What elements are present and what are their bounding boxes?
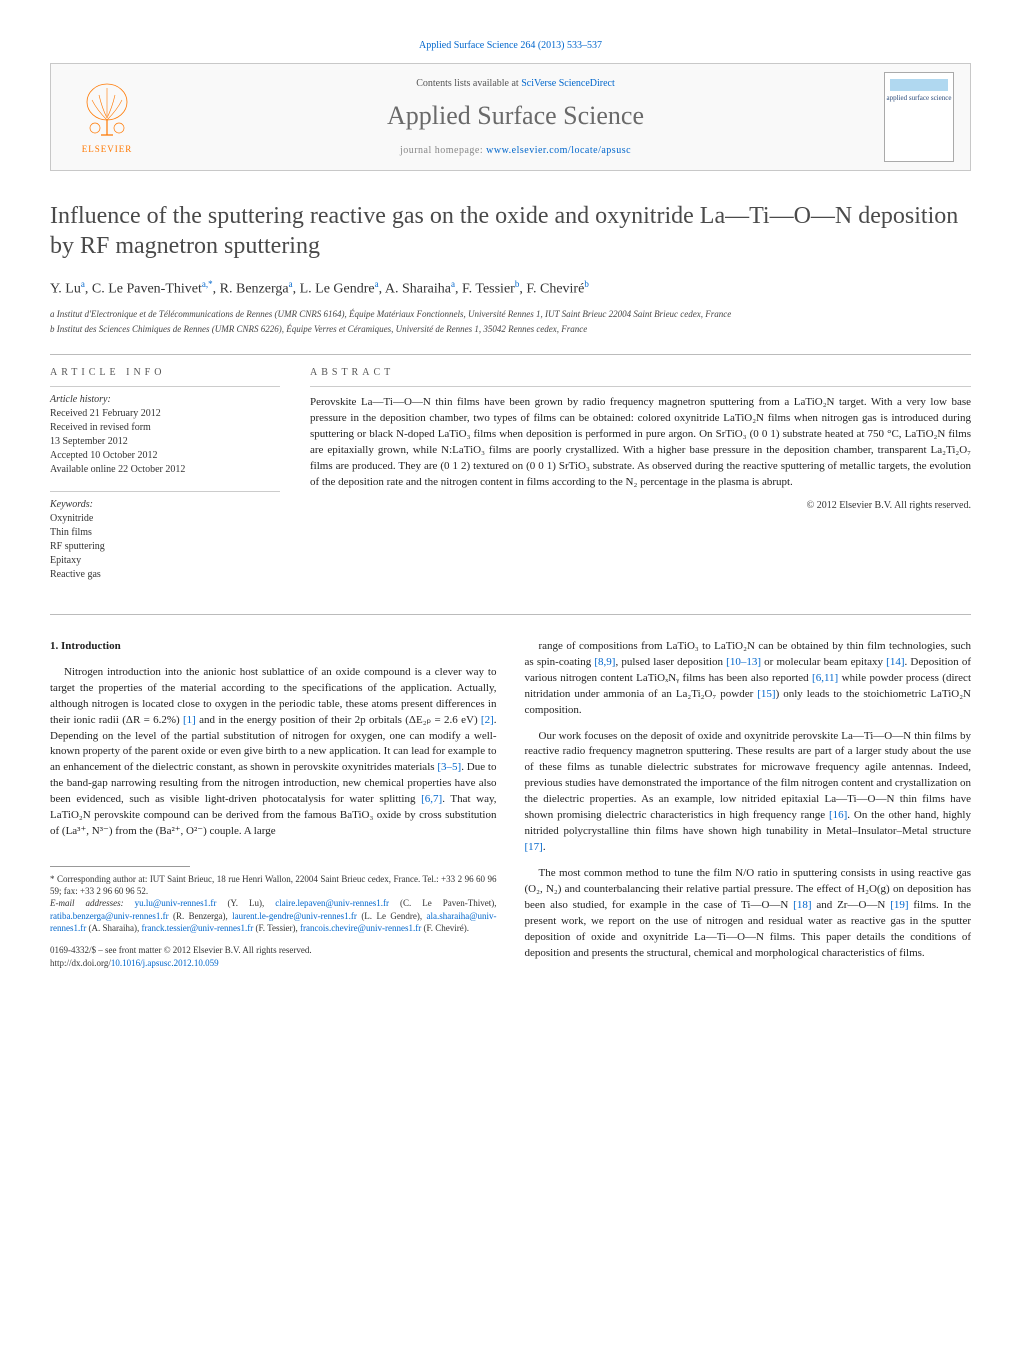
abstract-text: Perovskite La—Ti—O—N thin films have bee…: [310, 395, 971, 491]
elsevier-logo: ELSEVIER: [67, 72, 147, 162]
history-line: 13 September 2012: [50, 436, 128, 447]
author-email-link[interactable]: claire.lepaven@univ-rennes1.fr: [275, 898, 389, 908]
reference-citation[interactable]: [16]: [829, 809, 847, 821]
article-info-column: ARTICLE INFO Article history: Received 2…: [50, 367, 280, 596]
reference-citation[interactable]: [10–13]: [726, 656, 761, 668]
front-matter-line: 0169-4332/$ – see front matter © 2012 El…: [50, 944, 497, 957]
contents-available-line: Contents lists available at SciVerse Sci…: [147, 78, 884, 89]
body-paragraph: Nitrogen introduction into the anionic h…: [50, 665, 497, 840]
reference-citation[interactable]: [1]: [183, 714, 196, 726]
reference-citation[interactable]: [14]: [886, 656, 904, 668]
doi-link[interactable]: 10.1016/j.apsusc.2012.10.059: [111, 958, 219, 968]
cover-stripe: [890, 79, 948, 91]
reference-citation[interactable]: [19]: [890, 899, 908, 911]
corr-author-line: * Corresponding author at: IUT Saint Bri…: [50, 873, 497, 897]
history-line: Received 21 February 2012: [50, 408, 161, 419]
corresponding-author-footnote: * Corresponding author at: IUT Saint Bri…: [50, 873, 497, 934]
affiliation-line: b Institut des Sciences Chimiques de Ren…: [50, 323, 971, 336]
elsevier-tree-icon: [77, 80, 137, 140]
email-author-name: (Y. Lu): [227, 898, 262, 908]
reference-citation[interactable]: [6,11]: [812, 672, 838, 684]
history-line: Received in revised form: [50, 422, 151, 433]
body-paragraph: Our work focuses on the deposit of oxide…: [525, 729, 972, 857]
article-title: Influence of the sputtering reactive gas…: [50, 201, 971, 261]
keywords-block: Keywords: Oxynitride Thin films RF sputter…: [50, 498, 280, 582]
author-email-link[interactable]: yu.lu@univ-rennes1.fr: [135, 898, 217, 908]
history-label: Article history:: [50, 394, 111, 405]
footnote-separator: [50, 866, 190, 867]
doi-block: 0169-4332/$ – see front matter © 2012 El…: [50, 944, 497, 970]
reference-citation[interactable]: [17]: [525, 841, 543, 853]
contents-prefix: Contents lists available at: [416, 78, 521, 89]
article-history-block: Article history: Received 21 February 20…: [50, 393, 280, 477]
email-author-name: (L. Le Gendre): [361, 911, 420, 921]
info-divider: [50, 386, 280, 387]
abstract-column: ABSTRACT Perovskite La—Ti—O—N thin films…: [310, 367, 971, 596]
email-addresses-block: E-mail addresses: yu.lu@univ-rennes1.fr …: [50, 897, 497, 933]
article-info-heading: ARTICLE INFO: [50, 367, 280, 378]
author-email-link[interactable]: franck.tessier@univ-rennes1.fr: [141, 923, 253, 933]
email-author-name: (F. Tessier): [255, 923, 295, 933]
section-divider: [50, 614, 971, 615]
email-author-name: (F. Cheviré): [423, 923, 466, 933]
journal-header-bar: ELSEVIER Contents lists available at Sci…: [50, 63, 971, 171]
header-citation: Applied Surface Science 264 (2013) 533–5…: [50, 40, 971, 51]
body-two-column: 1. Introduction Nitrogen introduction in…: [50, 639, 971, 972]
abstract-heading: ABSTRACT: [310, 367, 971, 378]
journal-cover-thumb: applied surface science: [884, 72, 954, 162]
reference-citation[interactable]: [15]: [757, 688, 775, 700]
author-email-link[interactable]: ratiba.benzerga@univ-rennes1.fr: [50, 911, 169, 921]
author-email-link[interactable]: francois.chevire@univ-rennes1.fr: [300, 923, 421, 933]
info-divider: [50, 491, 280, 492]
affiliation-line: a Institut d'Electronique et de Télécomm…: [50, 308, 971, 321]
keyword: Reactive gas: [50, 569, 101, 580]
keyword: RF sputtering: [50, 541, 105, 552]
homepage-link[interactable]: www.elsevier.com/locate/apsusc: [486, 145, 631, 156]
reference-citation[interactable]: [18]: [793, 899, 811, 911]
doi-prefix: http://dx.doi.org/: [50, 958, 111, 968]
author-list: Y. Lua, C. Le Paven-Thiveta,*, R. Benzer…: [50, 279, 971, 298]
email-author-name: (R. Benzerga): [173, 911, 225, 921]
keyword: Thin films: [50, 527, 92, 538]
left-column: 1. Introduction Nitrogen introduction in…: [50, 639, 497, 972]
reference-citation[interactable]: [2]: [481, 714, 494, 726]
history-line: Accepted 10 October 2012: [50, 450, 157, 461]
cover-label: applied surface science: [887, 95, 952, 103]
keywords-label: Keywords:: [50, 499, 93, 510]
section-heading-intro: 1. Introduction: [50, 639, 497, 655]
journal-name: Applied Surface Science: [147, 101, 884, 131]
abstract-divider: [310, 386, 971, 387]
abstract-copyright: © 2012 Elsevier B.V. All rights reserved…: [310, 500, 971, 511]
journal-homepage-line: journal homepage: www.elsevier.com/locat…: [147, 145, 884, 156]
reference-citation[interactable]: [8,9]: [594, 656, 615, 668]
body-paragraph: range of compositions from LaTiO₃ to LaT…: [525, 639, 972, 719]
author-email-link[interactable]: laurent.le-gendre@univ-rennes1.fr: [232, 911, 357, 921]
right-column: range of compositions from LaTiO₃ to LaT…: [525, 639, 972, 972]
email-author-name: (C. Le Paven-Thivet): [400, 898, 494, 908]
keyword: Oxynitride: [50, 513, 93, 524]
homepage-prefix: journal homepage:: [400, 145, 486, 156]
keyword: Epitaxy: [50, 555, 81, 566]
elsevier-wordmark: ELSEVIER: [82, 144, 133, 154]
history-line: Available online 22 October 2012: [50, 464, 185, 475]
reference-citation[interactable]: [3–5]: [437, 761, 461, 773]
info-abstract-row: ARTICLE INFO Article history: Received 2…: [50, 367, 971, 596]
email-label: E-mail addresses:: [50, 898, 135, 908]
body-paragraph: The most common method to tune the film …: [525, 866, 972, 962]
sciencedirect-link[interactable]: SciVerse ScienceDirect: [521, 78, 615, 89]
email-author-name: (A. Sharaiha): [88, 923, 136, 933]
header-center: Contents lists available at SciVerse Sci…: [147, 78, 884, 156]
section-divider: [50, 354, 971, 355]
reference-citation[interactable]: [6,7]: [421, 793, 442, 805]
